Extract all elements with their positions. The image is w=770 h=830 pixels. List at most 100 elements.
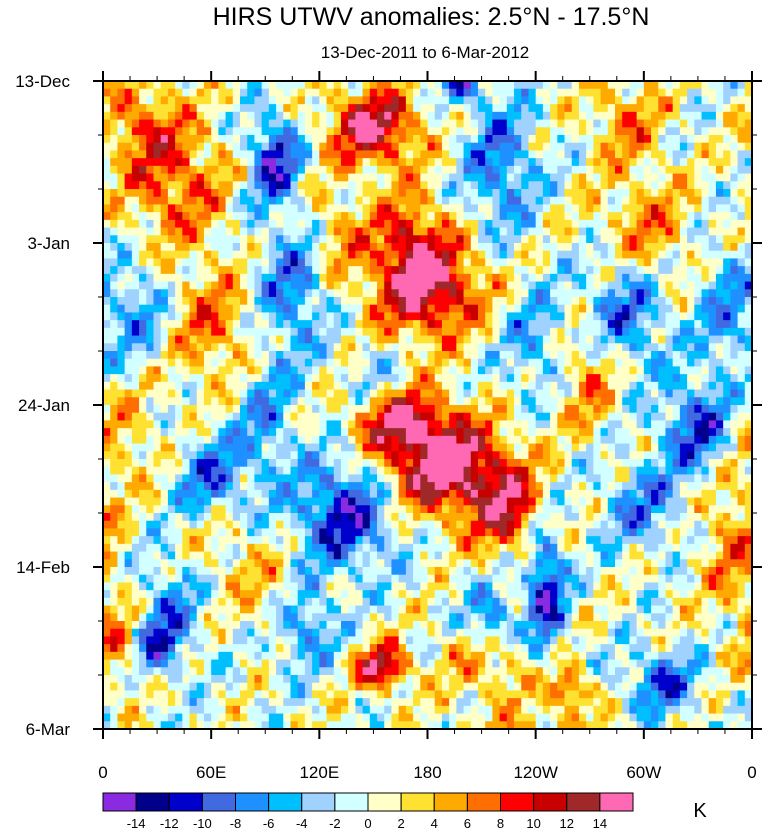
heatmap-cell [636, 250, 645, 260]
heatmap-cell [434, 451, 443, 460]
heatmap-cell [470, 435, 479, 445]
heatmap-cell [189, 289, 198, 298]
heatmap-cell [175, 196, 183, 206]
heatmap-cell [312, 482, 320, 491]
heatmap-cell [607, 451, 616, 460]
heatmap-cell [377, 111, 385, 121]
heatmap-cell [304, 482, 313, 491]
heatmap-cell [636, 181, 645, 190]
heatmap-cell [651, 397, 659, 406]
heatmap-cell [470, 88, 479, 98]
heatmap-cell [600, 320, 609, 329]
heatmap-cell [405, 466, 414, 476]
heatmap-cell [420, 389, 429, 398]
heatmap-cell [304, 212, 313, 221]
heatmap-cell [175, 219, 183, 229]
heatmap-cell [694, 289, 703, 298]
heatmap-cell [189, 165, 198, 175]
heatmap-cell [110, 250, 119, 260]
heatmap-cell [564, 374, 573, 383]
heatmap-cell [578, 451, 587, 460]
heatmap-cell [651, 389, 659, 398]
heatmap-cell [232, 366, 241, 375]
heatmap-cell [283, 142, 292, 152]
heatmap-cell [254, 466, 263, 476]
heatmap-cell [456, 266, 465, 275]
heatmap-cell [528, 466, 537, 476]
heatmap-cell [477, 250, 486, 260]
heatmap-cell [167, 88, 176, 98]
heatmap-cell [319, 273, 328, 283]
heatmap-cell [103, 497, 111, 506]
heatmap-cell [312, 173, 320, 182]
heatmap-cell [499, 335, 508, 344]
heatmap-cell [297, 150, 306, 159]
heatmap-cell [506, 482, 515, 491]
heatmap-cell [211, 135, 219, 144]
heatmap-cell [369, 196, 378, 206]
heatmap-cell [593, 335, 602, 344]
heatmap-cell [254, 196, 263, 206]
heatmap-cell [528, 312, 537, 321]
heatmap-cell [557, 142, 566, 152]
heatmap-cell [622, 289, 631, 298]
heatmap-cell [629, 173, 638, 182]
heatmap-cell [441, 443, 450, 452]
heatmap-cell [297, 142, 306, 152]
heatmap-cell [139, 420, 147, 429]
heatmap-cell [103, 412, 111, 422]
heatmap-cell [110, 88, 119, 98]
heatmap-cell [232, 505, 241, 514]
heatmap-cell [420, 374, 429, 383]
heatmap-cell [160, 204, 169, 213]
heatmap-cell [261, 497, 270, 506]
heatmap-cell [117, 304, 126, 314]
heatmap-cell [297, 281, 306, 290]
heatmap-cell [578, 420, 587, 429]
heatmap-cell [355, 219, 364, 229]
heatmap-cell [636, 81, 645, 90]
heatmap-cell [420, 466, 429, 476]
heatmap-cell [535, 281, 544, 290]
heatmap-cell [348, 482, 356, 491]
heatmap-cell [103, 466, 111, 476]
heatmap-cell [557, 489, 566, 499]
heatmap-cell [232, 312, 241, 321]
heatmap-cell [485, 119, 493, 128]
heatmap-cell [528, 204, 537, 213]
heatmap-cell [658, 428, 667, 437]
heatmap-cell [333, 466, 342, 476]
heatmap-cell [470, 111, 479, 121]
heatmap-cell [535, 181, 544, 190]
heatmap-cell [651, 459, 659, 468]
heatmap-cell [723, 420, 731, 429]
heatmap-cell [744, 366, 752, 375]
heatmap-cell [377, 204, 385, 213]
heatmap-cell [131, 158, 140, 167]
heatmap-cell [160, 304, 169, 314]
heatmap-cell [521, 374, 530, 383]
heatmap-cell [456, 312, 465, 321]
heatmap-cell [506, 451, 515, 460]
heatmap-cell [175, 289, 183, 298]
heatmap-cell [737, 227, 746, 236]
heatmap-cell [441, 135, 450, 144]
heatmap-cell [203, 173, 212, 182]
heatmap-cell [146, 327, 155, 337]
heatmap-cell [290, 243, 299, 252]
heatmap-cell [492, 489, 501, 499]
heatmap-cell [643, 327, 652, 337]
heatmap-cell [153, 273, 162, 283]
heatmap-cell [196, 405, 205, 414]
heatmap-cell [708, 304, 717, 314]
heatmap-cell [470, 474, 479, 483]
heatmap-cell [175, 119, 183, 128]
heatmap-cell [607, 405, 616, 414]
heatmap-cell [283, 489, 292, 499]
heatmap-cell [441, 482, 450, 491]
heatmap-cell [146, 127, 155, 136]
heatmap-cell [514, 189, 522, 198]
heatmap-cell [283, 104, 292, 113]
heatmap-cell [340, 196, 349, 206]
heatmap-cell [636, 389, 645, 398]
